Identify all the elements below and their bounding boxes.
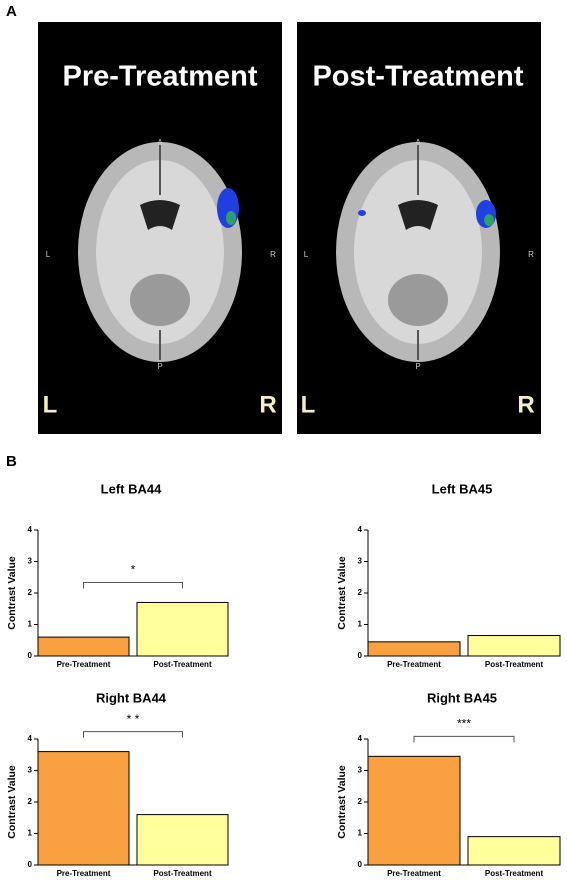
image-title: Post-Treatment (312, 61, 523, 93)
y-tick-label: 1 (28, 829, 33, 838)
y-tick-label: 3 (28, 557, 33, 566)
orientation-label: L (304, 250, 309, 259)
bar (136, 601, 229, 657)
y-tick-label: 0 (28, 651, 33, 660)
side-label: L (301, 391, 316, 418)
orientation-label: R (270, 250, 276, 259)
y-tick-label: 1 (28, 620, 33, 629)
x-tick-label: Pre-Treatment (57, 660, 111, 669)
y-tick-label: 0 (358, 651, 363, 660)
y-tick-label: 2 (28, 797, 33, 806)
y-tick-label: 4 (358, 734, 363, 743)
cerebellum (388, 274, 448, 326)
panel-label: B (6, 453, 17, 470)
bar (136, 814, 229, 866)
y-tick-label: 4 (28, 525, 33, 534)
brain-tissue (96, 160, 224, 344)
image-title: Pre-Treatment (62, 61, 257, 93)
orientation-label: A (415, 138, 421, 147)
y-tick-label: 3 (28, 766, 33, 775)
y-tick-label: 1 (358, 829, 363, 838)
significance-bracket (413, 735, 515, 743)
significance-bracket (83, 581, 183, 589)
x-tick-label: Pre-Treatment (387, 869, 441, 878)
bar (367, 755, 461, 866)
x-tick-label: Pre-Treatment (387, 660, 441, 669)
significance-bracket (83, 731, 183, 738)
bar (37, 751, 130, 866)
x-tick-label: Post-Treatment (153, 869, 212, 878)
panel-label: A (6, 3, 17, 20)
y-tick-label: 3 (358, 766, 363, 775)
chart-title: Right BA44 (96, 690, 167, 705)
bar (37, 636, 130, 657)
side-label: R (517, 391, 534, 418)
y-axis-label: Contrast Value (6, 765, 18, 839)
y-axis-label: Contrast Value (336, 765, 348, 839)
y-axis-label: Contrast Value (6, 556, 18, 630)
x-tick-label: Pre-Treatment (57, 869, 111, 878)
y-tick-label: 4 (358, 525, 363, 534)
y-tick-label: 2 (358, 797, 363, 806)
y-tick-label: 0 (358, 860, 363, 869)
brain-tissue (354, 160, 482, 344)
x-tick-label: Post-Treatment (153, 660, 212, 669)
orientation-label: P (415, 362, 420, 371)
y-tick-label: 0 (28, 860, 33, 869)
y-tick-label: 4 (28, 734, 33, 743)
activation (226, 211, 236, 225)
orientation-label: P (157, 362, 162, 371)
orientation-label: A (157, 138, 163, 147)
chart-title: Left BA44 (101, 481, 162, 496)
bar (467, 836, 561, 866)
ventricle (140, 200, 180, 230)
y-tick-label: 3 (358, 557, 363, 566)
bar (467, 635, 561, 657)
brain-image (38, 22, 282, 434)
side-label: L (43, 391, 58, 418)
ventricle (398, 200, 438, 230)
significance-label: * * (127, 712, 140, 726)
orientation-label: R (528, 250, 534, 259)
y-axis-label: Contrast Value (336, 556, 348, 630)
y-tick-label: 1 (358, 620, 363, 629)
y-tick-label: 2 (28, 588, 33, 597)
significance-label: *** (457, 716, 471, 730)
orientation-label: L (46, 250, 51, 259)
cerebellum (130, 274, 190, 326)
y-tick-label: 2 (358, 588, 363, 597)
x-tick-label: Post-Treatment (485, 869, 544, 878)
chart-title: Left BA45 (432, 481, 493, 496)
brain-image (297, 22, 541, 434)
chart-title: Right BA45 (427, 690, 497, 705)
x-tick-label: Post-Treatment (485, 660, 544, 669)
significance-label: * (131, 563, 136, 577)
activation (358, 210, 366, 216)
bar (367, 641, 461, 657)
activation (484, 214, 494, 226)
side-label: R (259, 391, 276, 418)
